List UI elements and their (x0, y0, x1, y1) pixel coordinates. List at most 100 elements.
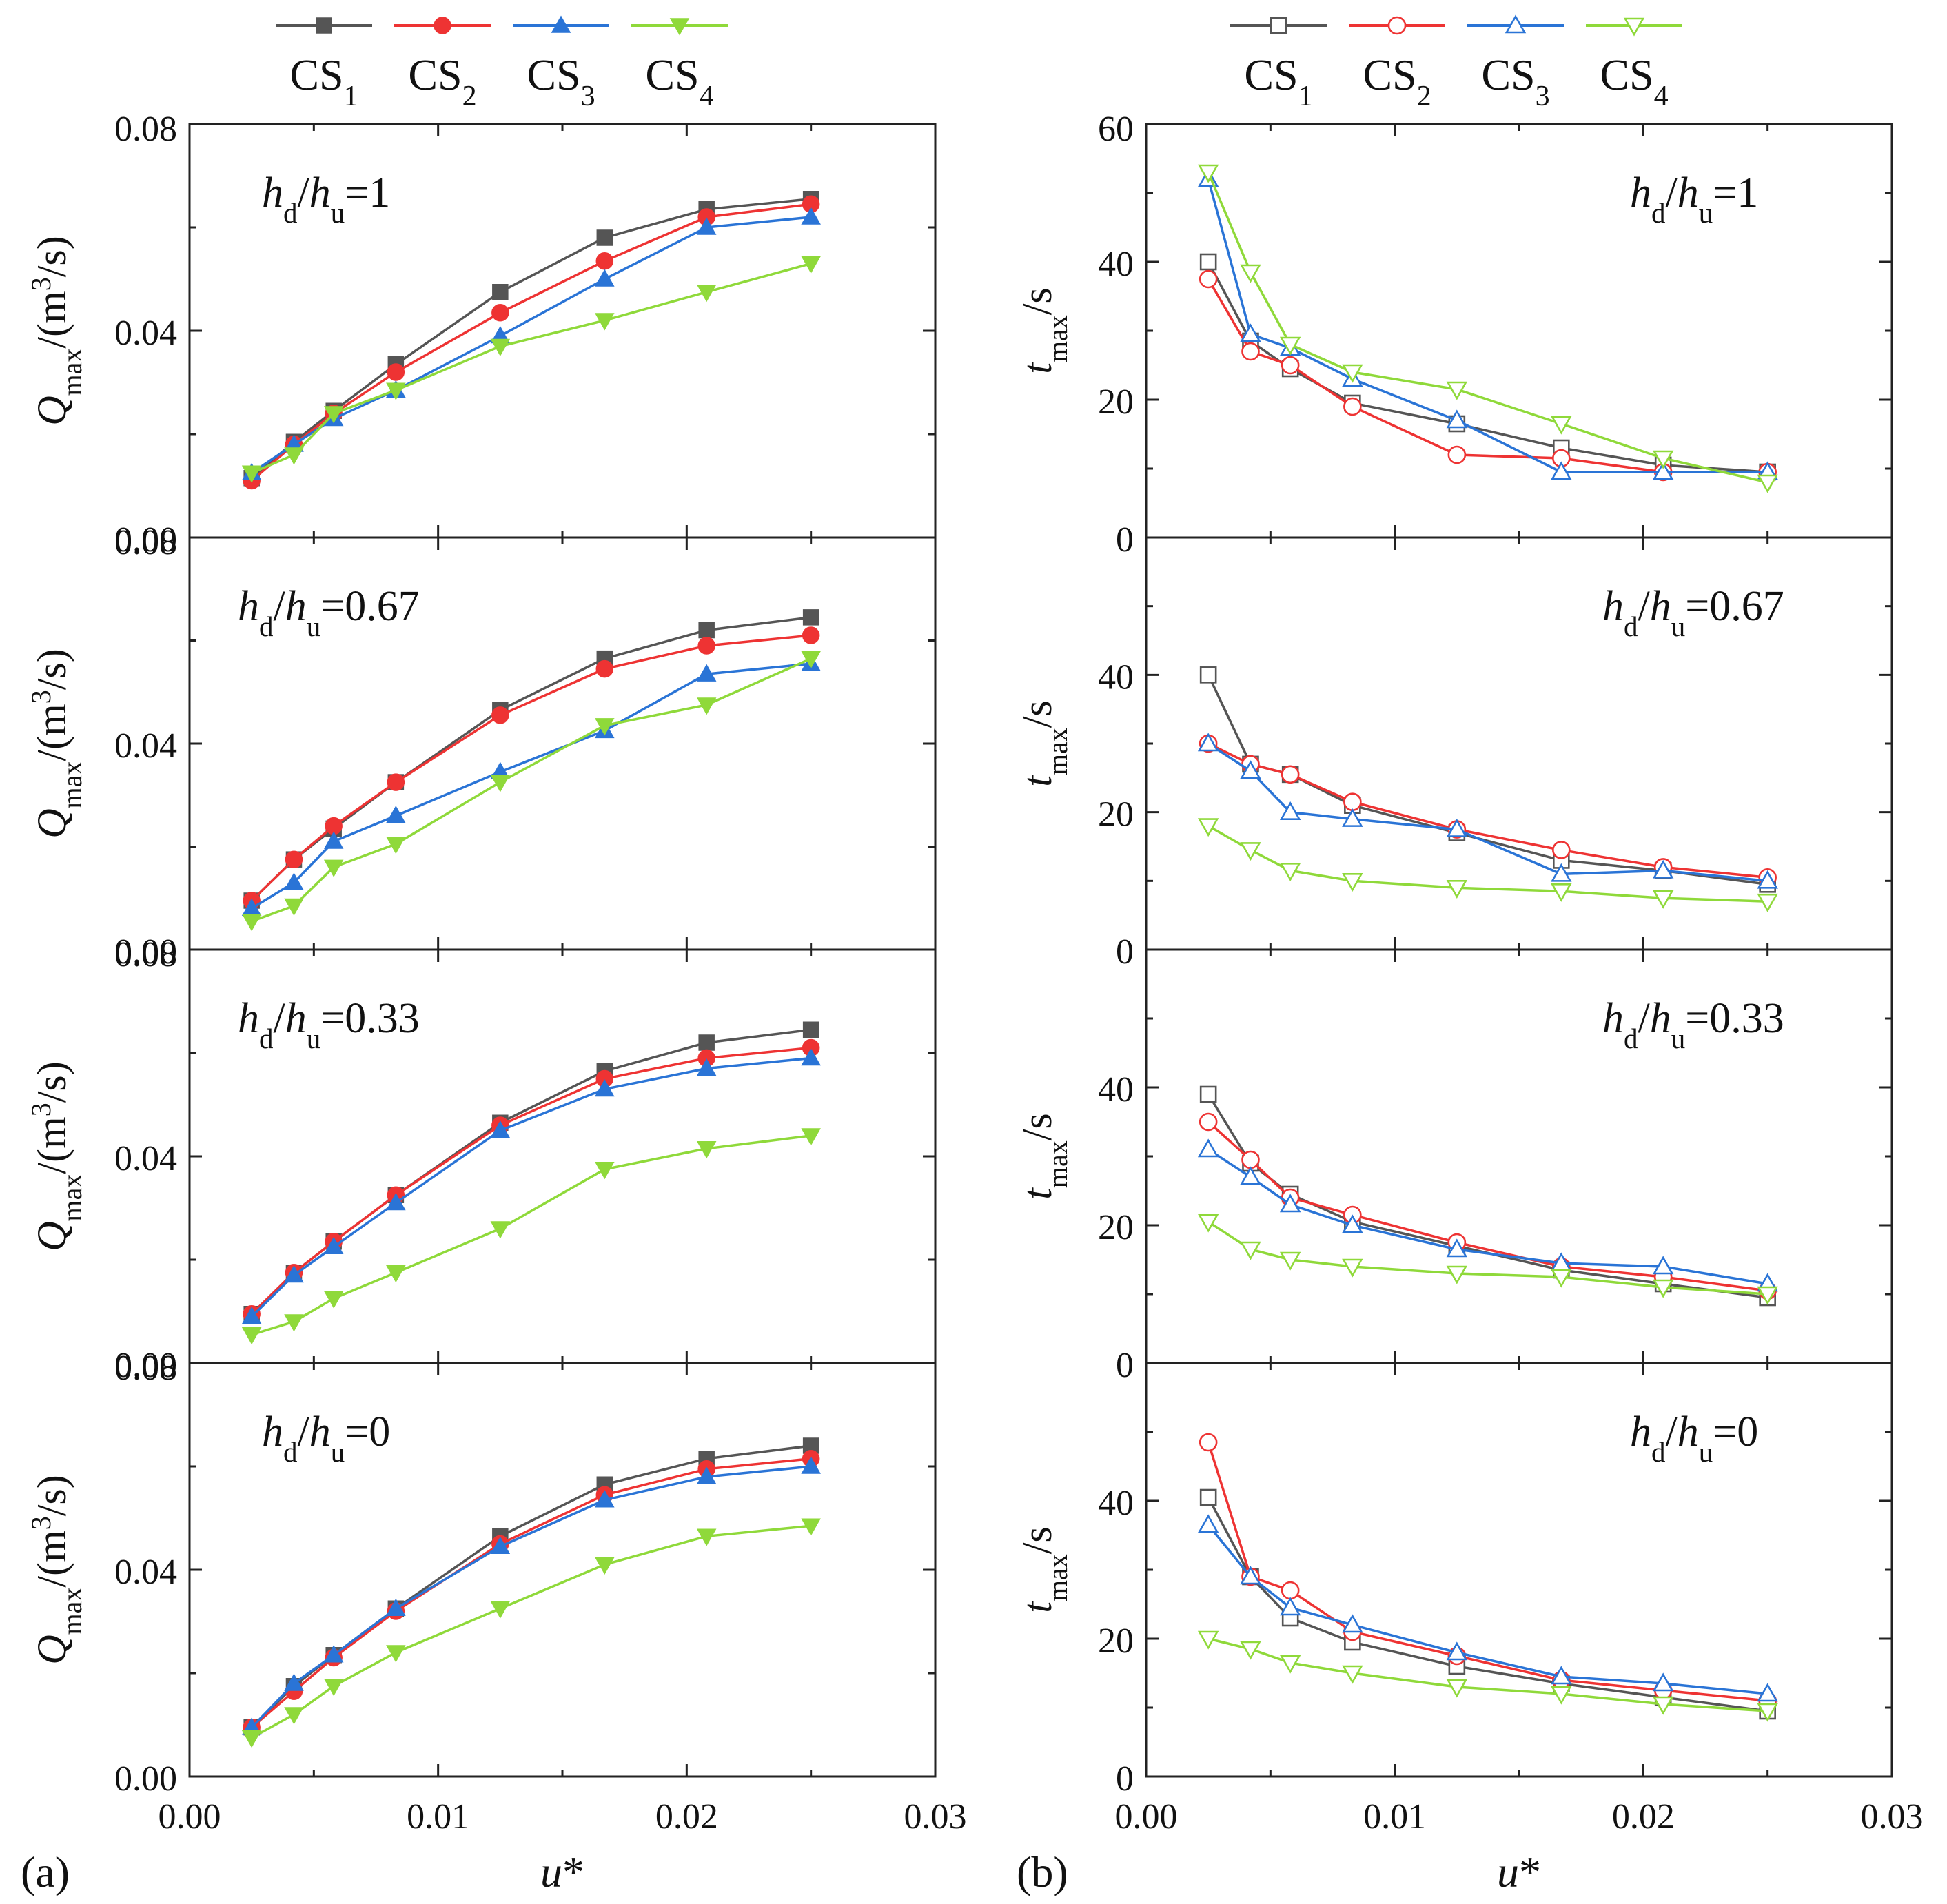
data-point (387, 363, 405, 381)
data-point (386, 382, 406, 400)
series-line-cs3 (251, 662, 811, 910)
data-point (1652, 1279, 1674, 1298)
data-point (241, 465, 262, 483)
y-axis-label: Qmax/(m3/s) (26, 1475, 88, 1665)
data-point (595, 269, 615, 287)
series-cs2 (243, 626, 820, 910)
data-point (696, 1058, 717, 1076)
data-point (1757, 474, 1778, 493)
data-point (284, 1314, 304, 1332)
condition-label: hd/hu=0.33 (238, 995, 420, 1054)
series-cs4 (1197, 1214, 1778, 1305)
series-line-cs3 (250, 1465, 811, 1729)
data-point (1552, 841, 1571, 859)
data-point (1342, 364, 1363, 383)
legend-label-cs4: CS4 (1600, 50, 1668, 112)
data-point (323, 1236, 344, 1254)
data-point (696, 285, 717, 303)
subplot-a-1: 0.00 0.04 0.08 Qmax/(m3/s) hd/hu=1 (26, 110, 937, 560)
data-point (386, 1265, 406, 1283)
data-point (1652, 1256, 1674, 1275)
data-point (595, 659, 614, 678)
y-tick-label: 0.04 (114, 726, 177, 766)
condition-label: hd/hu=1 (262, 170, 390, 229)
x-axis-label: u* (540, 1847, 584, 1896)
legend-marker-cs1 (316, 17, 332, 34)
y-axis-label: tmax/s (1015, 1526, 1073, 1613)
y-tick-label: 0.00 (114, 932, 177, 972)
subplot-a-4: 0.00 0.04 0.08 Qmax/(m3/s) hd/hu=0 0.00 0.01 0.… (26, 1349, 967, 1896)
series-cs4 (241, 1128, 821, 1345)
data-point (1279, 1597, 1301, 1616)
legend-label-cs1: CS1 (1244, 50, 1312, 112)
data-point (698, 622, 715, 639)
series-line-cs4 (1207, 825, 1768, 903)
panel-label-b: (b) (1017, 1847, 1068, 1896)
data-point (1652, 461, 1674, 480)
data-point (801, 1047, 821, 1066)
data-point (490, 775, 511, 792)
y-tick-label: 40 (1098, 245, 1134, 284)
y-tick-label: 0.00 (114, 1759, 177, 1799)
condition-label: hd/hu=0.67 (1602, 583, 1784, 642)
data-point (1197, 1514, 1219, 1533)
data-point (802, 1021, 819, 1038)
data-point (1342, 1214, 1363, 1233)
data-point (696, 697, 717, 715)
data-point (323, 1645, 344, 1663)
x-tick-label: 0.02 (655, 1797, 718, 1836)
data-point (1240, 1241, 1261, 1260)
y-tick-label: 0.00 (114, 520, 177, 560)
y-tick-label: 0.04 (114, 1553, 177, 1592)
data-point (1279, 863, 1301, 882)
y-axis-label: tmax/s (1015, 287, 1073, 374)
x-tick-label: 0.01 (407, 1797, 469, 1836)
series-line-cs3 (250, 1056, 811, 1318)
y-axis-label: Qmax/(m3/s) (26, 648, 88, 839)
data-point (595, 1490, 615, 1508)
y-tick-label: 0.00 (114, 1346, 177, 1385)
series-cs4 (241, 651, 821, 932)
legend-label-cs1: CS1 (289, 50, 358, 112)
data-point (1240, 323, 1261, 342)
data-point (387, 773, 405, 791)
data-point (284, 1707, 304, 1725)
data-point (284, 1673, 304, 1691)
data-point (1757, 870, 1778, 889)
data-point (1240, 1641, 1261, 1660)
series-cs4 (241, 256, 821, 483)
y-tick-label: 40 (1098, 1484, 1134, 1523)
data-point (323, 859, 344, 877)
legend-b: CS1 CS2 CS3 CS4 (1230, 14, 1682, 112)
data-point (386, 837, 406, 854)
x-tick-label: 0.00 (159, 1797, 221, 1836)
data-point (1281, 765, 1300, 784)
y-axis-label: Qmax/(m3/s) (26, 1061, 88, 1251)
y-tick-label: 0 (1116, 520, 1134, 560)
data-point (1199, 269, 1218, 289)
data-point (285, 850, 303, 868)
data-point (1551, 863, 1572, 882)
series-cs4 (1197, 818, 1778, 912)
data-point (801, 1456, 821, 1474)
data-point (490, 1601, 511, 1619)
data-point (1757, 1703, 1778, 1722)
data-point (241, 914, 262, 932)
series-cs3 (241, 1456, 821, 1735)
data-point (492, 284, 509, 300)
data-point (1757, 893, 1778, 912)
data-point (801, 651, 821, 669)
panel-b: CS1 CS2 CS3 CS4 0 20 40 60 tmax/s hd/hu=1 0 20 40 tma… (1015, 14, 1924, 1896)
x-tick-label: 0.03 (1861, 1797, 1924, 1836)
data-point (1342, 1258, 1363, 1278)
subplot-a-2: 0.00 0.04 0.08 Qmax/(m3/s) hd/hu=0.67 (26, 523, 937, 972)
data-point (490, 1120, 511, 1138)
data-point (1446, 880, 1468, 899)
data-point (1199, 253, 1217, 271)
data-point (802, 609, 819, 626)
data-point (595, 252, 614, 270)
y-tick-label: 0.04 (114, 1139, 177, 1178)
y-tick-label: 20 (1098, 382, 1134, 422)
data-point (696, 1466, 717, 1484)
